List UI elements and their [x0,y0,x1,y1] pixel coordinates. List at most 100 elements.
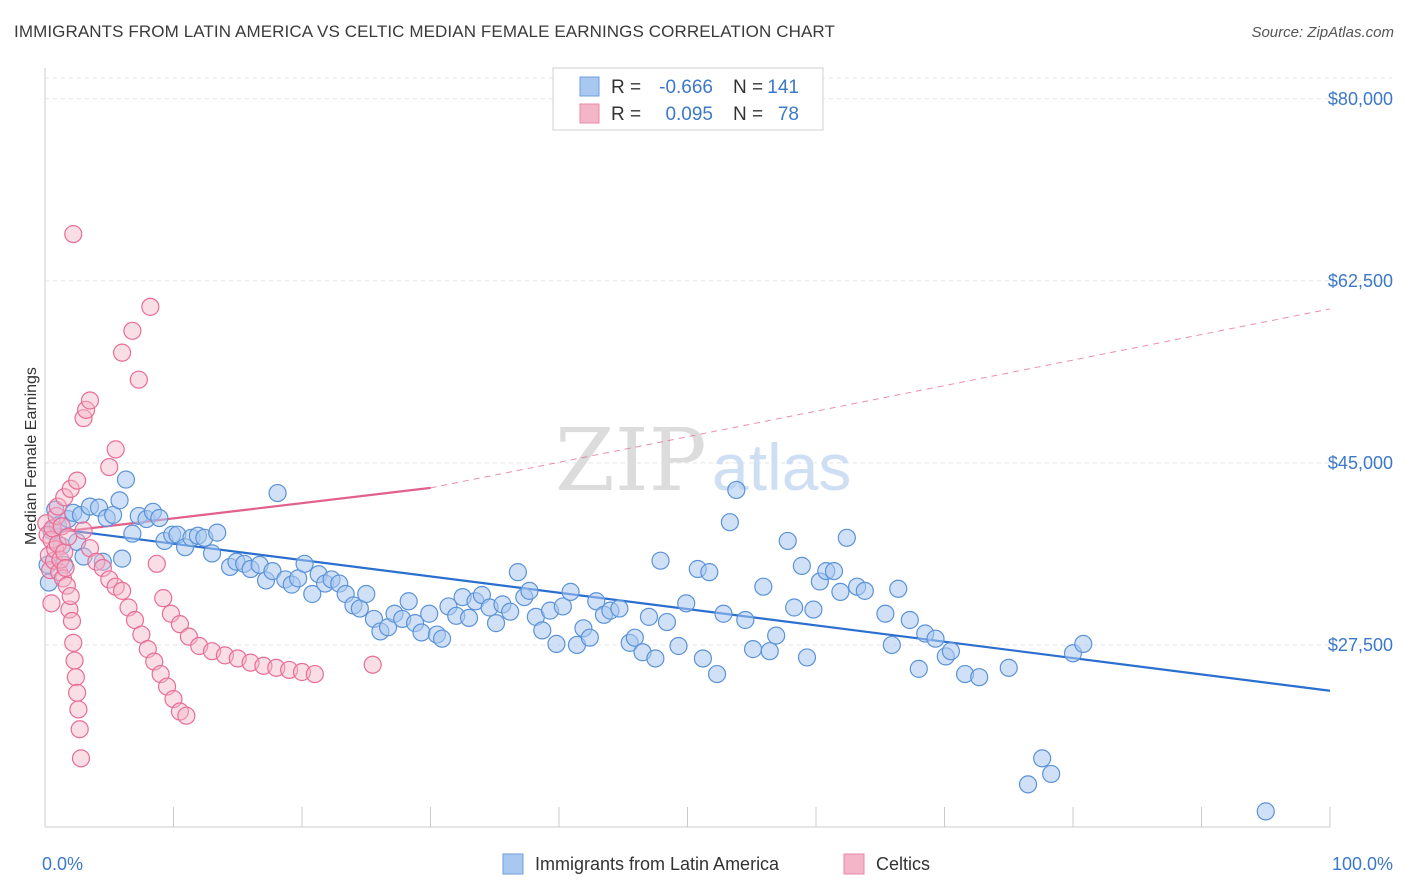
source-label: Source: ZipAtlas.com [1251,24,1394,41]
latin-america-point-131 [1018,775,1038,794]
y-tick-label-1: $45,000 [1328,453,1393,473]
celtics-point-25 [69,700,88,719]
celtics-point-57 [129,370,148,389]
chart-title: IMMIGRANTS FROM LATIN AMERICA VS CELTIC … [14,22,835,41]
latin-america-point-116 [837,528,856,547]
latin-america-point-101 [720,513,740,532]
x-tick-label-0: 0.0% [42,854,83,874]
legend-n-label-2: N = [733,104,763,125]
latin-america-point-40 [303,584,322,604]
latin-america-point-70 [508,563,527,582]
latin-america-point-104 [754,577,773,596]
celtics-point-39 [93,558,112,578]
celtics-point-14 [55,543,74,562]
celtics-point-16 [57,576,76,595]
legend-n-value-2: 78 [778,104,799,125]
latin-america-point-114 [824,561,844,581]
legend-r-label-1: R = [611,77,641,98]
celtics-point-28 [48,497,67,516]
latin-america-point-74 [533,621,552,640]
latin-america-point-93 [669,636,688,656]
latin-america-point-27 [208,523,227,542]
latin-america-point-103 [743,640,763,659]
latin-america-point-133 [1042,764,1061,784]
latin-america-point-106 [767,626,786,645]
celtics-point-34 [80,391,100,410]
latin-america-point-59 [432,629,452,648]
series-celtics-points [37,224,382,768]
latin-america-point-82 [587,592,606,611]
celtics-point-35 [64,224,83,244]
watermark-zip: ZIP [555,411,707,511]
latin-america-point-118 [855,581,874,600]
latin-america-point-34 [263,561,282,581]
latin-america-point-130 [999,658,1018,677]
latin-america-point-96 [693,649,713,668]
latin-america-point-98 [707,664,727,684]
celtics-point-52 [177,706,196,725]
celtics-point-20 [62,611,82,631]
latin-america-point-122 [900,610,919,630]
bottom-legend-swatch-blue [502,853,524,875]
latin-america-point-119 [876,604,895,623]
latin-america-point-72 [520,581,539,600]
latin-america-point-67 [486,614,506,633]
legend-r-value-1: -0.666 [659,77,713,98]
latin-america-point-123 [909,659,928,678]
latin-america-point-85 [610,599,629,618]
latin-america-point-57 [420,604,439,623]
y-tick-label-2: $62,500 [1328,271,1393,291]
celtics-point-19 [61,586,80,606]
legend-swatch-blue [579,76,600,97]
bottom-legend-label-latin-america: Immigrants from Latin America [535,854,780,874]
latin-america-point-35 [268,483,287,503]
latin-america-point-92 [657,612,677,632]
latin-america-point-127 [941,642,961,661]
latin-america-point-77 [553,597,572,616]
latin-america-point-63 [459,608,479,628]
latin-america-point-120 [882,635,901,655]
celtics-point-59 [147,554,166,573]
latin-america-point-76 [547,634,566,654]
latin-america-point-100 [727,480,746,500]
latin-america-point-13 [116,470,136,489]
legend-swatch-pink [579,103,600,124]
x-tick-label-1: 100.0% [1332,854,1393,874]
axes [44,68,1331,828]
celtics-point-61 [161,604,181,623]
celtics-point-54 [106,440,125,459]
latin-america-point-39 [295,554,314,573]
legend-n-label-1: N = [733,77,763,98]
latin-america-point-69 [501,602,520,621]
latin-america-point-87 [625,628,644,647]
latin-america-point-132 [1033,749,1052,768]
latin-america-point-141 [93,552,112,571]
latin-america-point-89 [639,607,659,626]
latin-america-point-136 [1256,802,1275,821]
x-tick-labels: 0.0% 100.0% [42,854,1393,874]
celtics-point-33 [77,400,96,419]
latin-america-point-81 [580,628,599,647]
celtics-point-56 [123,321,142,340]
y-axis-title: Median Female Earnings [23,367,40,545]
latin-america-point-108 [785,598,804,617]
celtics-point-58 [141,297,160,316]
series-legend: Immigrants from Latin America Celtics [502,853,930,875]
celtics-point-22 [65,651,84,670]
latin-america-point-110 [797,648,817,667]
celtics-point-12 [52,517,71,536]
latin-america-point-99 [714,604,733,623]
celtics-point-18 [60,600,79,619]
celtics-point-26 [70,720,89,739]
celtics-point-60 [154,589,173,608]
legend-n-value-1: 141 [767,77,799,98]
series-latin-america-points [38,470,1275,821]
latin-america-point-14 [123,524,142,543]
celtics-point-31 [68,471,87,490]
latin-america-point-142 [112,549,132,568]
stats-legend: R = -0.666 N = 141 R = 0.095 N = 78 [552,67,824,131]
celtics-point-24 [68,683,87,702]
latin-america-point-48 [357,584,376,604]
trend-line-celtics-extension [430,308,1331,489]
